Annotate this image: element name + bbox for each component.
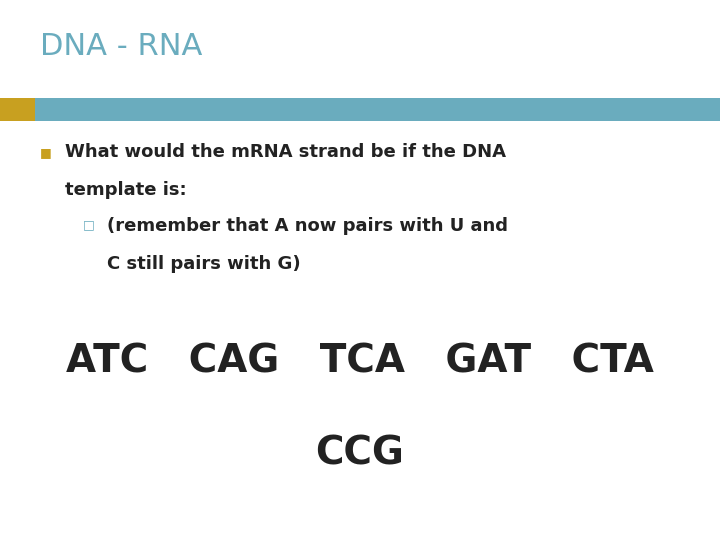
Text: (remember that A now pairs with U and: (remember that A now pairs with U and xyxy=(107,217,508,235)
Bar xyxy=(0,98,35,121)
Text: template is:: template is: xyxy=(65,181,186,199)
Bar xyxy=(35,98,720,121)
Text: C still pairs with G): C still pairs with G) xyxy=(107,255,300,273)
Text: ATC   CAG   TCA   GAT   CTA: ATC CAG TCA GAT CTA xyxy=(66,343,654,381)
Text: CCG: CCG xyxy=(315,435,405,472)
Text: DNA - RNA: DNA - RNA xyxy=(40,32,202,62)
Text: □: □ xyxy=(83,219,94,232)
Text: ■: ■ xyxy=(40,146,51,159)
Text: What would the mRNA strand be if the DNA: What would the mRNA strand be if the DNA xyxy=(65,143,505,161)
